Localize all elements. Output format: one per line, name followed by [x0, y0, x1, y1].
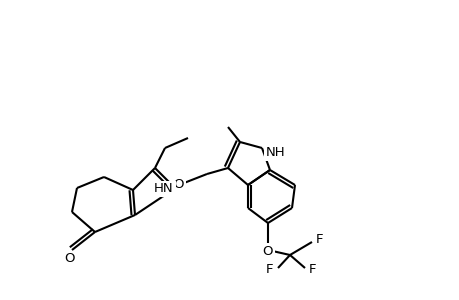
Text: HN: HN [154, 182, 174, 196]
Text: O: O [174, 178, 184, 190]
Text: F: F [266, 263, 273, 277]
Text: NH: NH [266, 146, 285, 160]
Text: F: F [316, 233, 323, 247]
Text: O: O [65, 253, 75, 266]
Text: F: F [308, 263, 316, 277]
Text: O: O [262, 245, 273, 259]
